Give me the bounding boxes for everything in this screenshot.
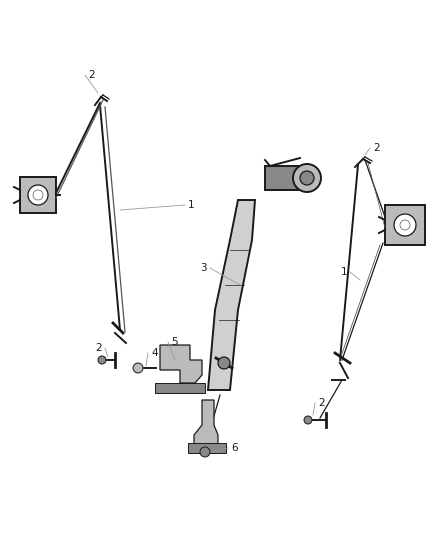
Text: 3: 3: [200, 263, 207, 273]
Circle shape: [98, 356, 106, 364]
Text: 6: 6: [231, 443, 238, 453]
Text: 1: 1: [340, 267, 347, 277]
Bar: [265, 166, 307, 190]
Circle shape: [28, 185, 48, 205]
Text: 2: 2: [88, 70, 95, 80]
Text: 2: 2: [373, 143, 380, 153]
Text: 5: 5: [171, 337, 178, 347]
Circle shape: [218, 357, 230, 369]
Text: 1: 1: [188, 200, 194, 210]
Bar: [188, 443, 226, 453]
Bar: [155, 383, 205, 393]
Bar: [385, 205, 425, 245]
Circle shape: [394, 214, 416, 236]
Circle shape: [300, 171, 314, 185]
Polygon shape: [194, 400, 218, 445]
Circle shape: [133, 363, 143, 373]
Polygon shape: [208, 200, 255, 390]
Bar: [20, 177, 56, 213]
Circle shape: [200, 447, 210, 457]
Text: 2: 2: [318, 398, 325, 408]
Circle shape: [293, 164, 321, 192]
Circle shape: [304, 416, 312, 424]
Text: 2: 2: [95, 343, 102, 353]
Polygon shape: [160, 345, 202, 383]
Text: 4: 4: [151, 348, 158, 358]
